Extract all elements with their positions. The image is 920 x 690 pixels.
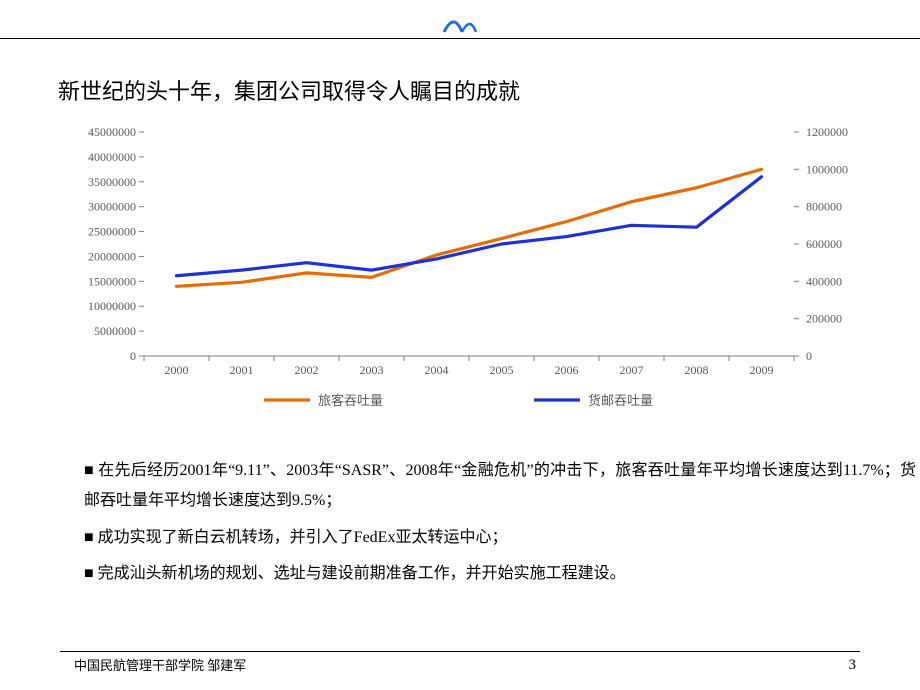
svg-text:旅客吞吐量: 旅客吞吐量 bbox=[318, 393, 383, 408]
footer-left: 中国民航管理干部学院 邹建军 bbox=[74, 655, 246, 674]
bullet-item: 完成汕头新机场的规划、选址与建设前期准备工作，并开始实施工程建设。 bbox=[84, 559, 916, 589]
svg-text:2005: 2005 bbox=[490, 363, 514, 377]
svg-text:15000000: 15000000 bbox=[88, 274, 136, 288]
logo bbox=[440, 10, 480, 40]
svg-text:2001: 2001 bbox=[230, 363, 254, 377]
bullet-item: 在先后经历2001年“9.11”、2003年“SASR”、2008年“金融危机”… bbox=[84, 456, 916, 517]
svg-text:2004: 2004 bbox=[425, 363, 449, 377]
chart: 0500000010000000150000002000000025000000… bbox=[54, 118, 874, 418]
svg-text:30000000: 30000000 bbox=[88, 200, 136, 214]
svg-text:货邮吞吐量: 货邮吞吐量 bbox=[588, 393, 653, 408]
svg-text:40000000: 40000000 bbox=[88, 150, 136, 164]
svg-text:200000: 200000 bbox=[806, 312, 842, 326]
svg-text:2009: 2009 bbox=[750, 363, 774, 377]
page-number: 3 bbox=[849, 657, 857, 674]
svg-text:2000: 2000 bbox=[165, 363, 189, 377]
svg-text:400000: 400000 bbox=[806, 274, 842, 288]
svg-text:2006: 2006 bbox=[555, 363, 579, 377]
footer-divider bbox=[60, 651, 860, 652]
bullet-list: 在先后经历2001年“9.11”、2003年“SASR”、2008年“金融危机”… bbox=[44, 456, 916, 596]
svg-text:2007: 2007 bbox=[620, 363, 644, 377]
bullet-item: 成功实现了新白云机转场，并引入了FedEx亚太转运中心； bbox=[84, 523, 916, 553]
svg-text:800000: 800000 bbox=[806, 200, 842, 214]
svg-text:2002: 2002 bbox=[295, 363, 319, 377]
svg-text:5000000: 5000000 bbox=[94, 324, 136, 338]
svg-text:1000000: 1000000 bbox=[806, 162, 848, 176]
svg-text:2008: 2008 bbox=[685, 363, 709, 377]
svg-text:2003: 2003 bbox=[360, 363, 384, 377]
svg-text:35000000: 35000000 bbox=[88, 175, 136, 189]
svg-text:10000000: 10000000 bbox=[88, 299, 136, 313]
svg-text:600000: 600000 bbox=[806, 237, 842, 251]
slide-title: 新世纪的头十年，集团公司取得令人瞩目的成就 bbox=[58, 74, 520, 106]
svg-text:20000000: 20000000 bbox=[88, 249, 136, 263]
svg-text:0: 0 bbox=[130, 349, 136, 363]
svg-text:25000000: 25000000 bbox=[88, 225, 136, 239]
svg-text:0: 0 bbox=[806, 349, 812, 363]
svg-text:1200000: 1200000 bbox=[806, 125, 848, 139]
svg-text:45000000: 45000000 bbox=[88, 125, 136, 139]
